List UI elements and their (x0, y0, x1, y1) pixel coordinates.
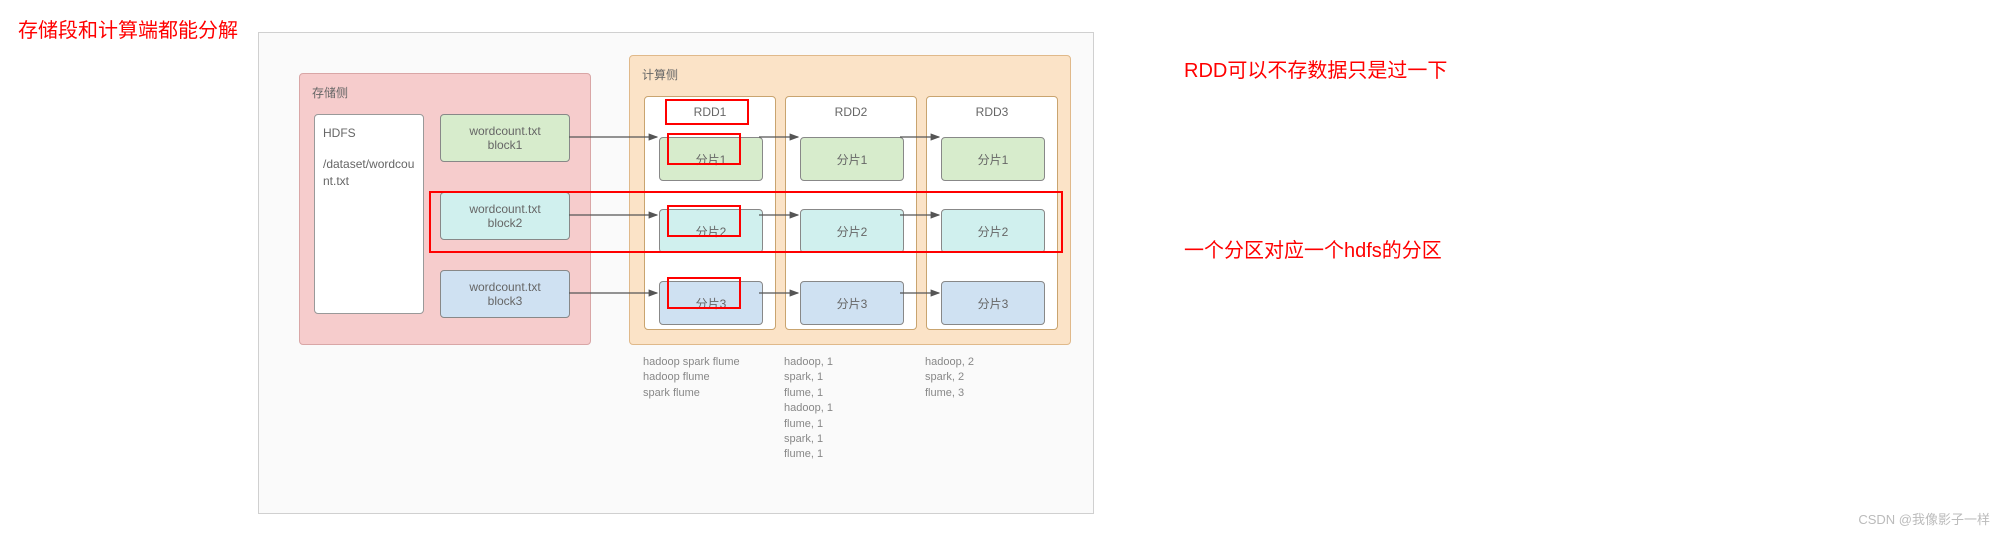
block-1-l2: block1 (488, 138, 523, 152)
rdd2-slice2: 分片2 (800, 209, 904, 253)
rdd1-slice3: 分片3 (659, 281, 763, 325)
rdd3-slice2: 分片2 (941, 209, 1045, 253)
block-3-l1: wordcount.txt (469, 280, 540, 294)
block-3-l2: block3 (488, 294, 523, 308)
block-1: wordcount.txt block1 (440, 114, 570, 162)
block-2: wordcount.txt block2 (440, 192, 570, 240)
hdfs-box: HDFS /dataset/wordcount.txt (314, 114, 424, 314)
compute-panel: 计算侧 RDD1 分片1 分片2 分片3 RDD2 分片1 分片2 分片3 RD… (629, 55, 1071, 345)
rdd3-slice3: 分片3 (941, 281, 1045, 325)
block-1-l1: wordcount.txt (469, 124, 540, 138)
storage-panel: 存储侧 HDFS /dataset/wordcount.txt wordcoun… (299, 73, 591, 345)
hdfs-title: HDFS (323, 125, 415, 142)
watermark: CSDN @我像影子一样 (1858, 509, 1990, 528)
block-2-l2: block2 (488, 216, 523, 230)
block-2-l1: wordcount.txt (469, 202, 540, 216)
rdd-2: RDD2 分片1 分片2 分片3 (785, 96, 917, 330)
block-3: wordcount.txt block3 (440, 270, 570, 318)
rdd-3-title: RDD3 (927, 105, 1057, 119)
rdd-3: RDD3 分片1 分片2 分片3 (926, 96, 1058, 330)
rdd-1: RDD1 分片1 分片2 分片3 (644, 96, 776, 330)
output-rdd2: hadoop, 1 spark, 1 flume, 1 hadoop, 1 fl… (784, 355, 914, 463)
diagram-frame: 存储侧 HDFS /dataset/wordcount.txt wordcoun… (258, 32, 1094, 514)
storage-label: 存储侧 (312, 84, 348, 101)
rdd-1-title: RDD1 (645, 105, 775, 119)
rdd2-slice3: 分片3 (800, 281, 904, 325)
rdd2-slice1: 分片1 (800, 137, 904, 181)
annotation-top-left: 存储段和计算端都能分解 (18, 14, 238, 43)
annotation-right-mid: 一个分区对应一个hdfs的分区 (1184, 234, 1442, 263)
output-rdd1: hadoop spark flume hadoop flume spark fl… (643, 355, 773, 401)
annotation-right-top: RDD可以不存数据只是过一下 (1184, 54, 1447, 83)
rdd-2-title: RDD2 (786, 105, 916, 119)
output-rdd3: hadoop, 2 spark, 2 flume, 3 (925, 355, 1055, 401)
hdfs-path: /dataset/wordcount.txt (323, 156, 415, 190)
rdd1-slice1: 分片1 (659, 137, 763, 181)
rdd1-slice2: 分片2 (659, 209, 763, 253)
rdd3-slice1: 分片1 (941, 137, 1045, 181)
page-root: 存储段和计算端都能分解 RDD可以不存数据只是过一下 一个分区对应一个hdfs的… (0, 0, 2000, 534)
compute-label: 计算侧 (642, 66, 678, 83)
